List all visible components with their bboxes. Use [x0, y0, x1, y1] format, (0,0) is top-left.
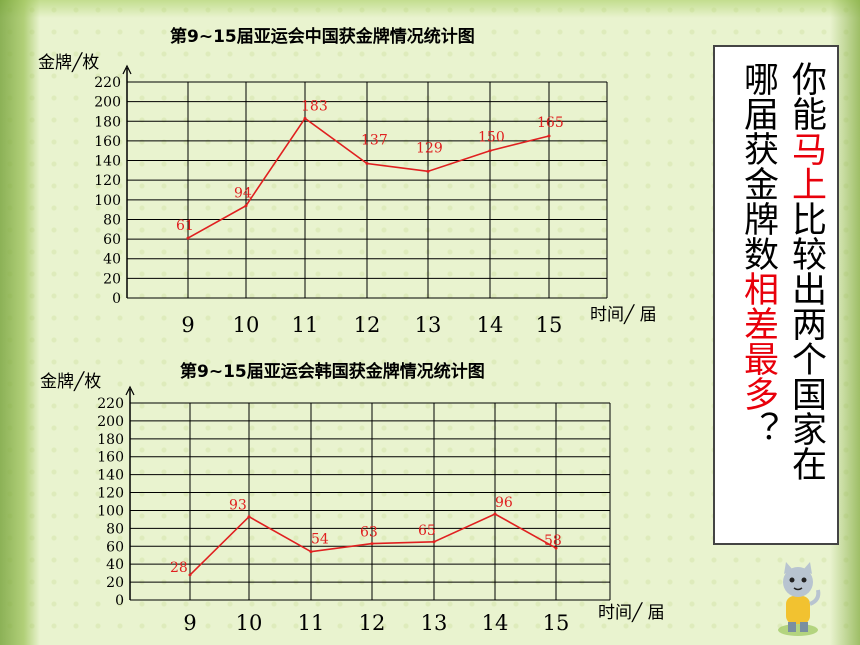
china-data-point — [488, 149, 492, 153]
china-y-axis-label: 金牌╱枚 — [38, 52, 99, 73]
korea-data-label: 65 — [418, 523, 436, 539]
korea-x-tick-label: 15 — [543, 611, 570, 635]
question-text-2a: 哪届获金牌数 — [738, 61, 778, 271]
china-data-label: 137 — [361, 132, 388, 148]
korea-y-tick-label: 80 — [106, 521, 124, 537]
question-text-1a: 你能 — [786, 61, 826, 131]
china-x-tick-label: 15 — [536, 313, 563, 337]
korea-data-label: 58 — [544, 533, 562, 549]
china-y-tick-label: 40 — [103, 252, 121, 268]
china-x-tick-label: 11 — [292, 313, 319, 337]
korea-data-label: 54 — [311, 532, 329, 548]
china-data-label: 183 — [301, 98, 328, 114]
korea-y-tick-label: 60 — [106, 539, 124, 555]
korea-y-tick-label: 160 — [97, 450, 124, 466]
china-data-point — [244, 204, 248, 208]
korea-y-tick-label: 20 — [106, 575, 124, 591]
china-x-tick-label: 9 — [181, 313, 194, 337]
china-data-point — [365, 161, 369, 165]
korea-data-label: 63 — [360, 525, 378, 541]
china-data-point — [186, 236, 190, 240]
china-y-tick-label: 180 — [94, 114, 121, 130]
korea-y-axis-arrow — [125, 385, 135, 396]
china-chart-title: 第9~15届亚运会中国获金牌情况统计图 — [170, 26, 475, 47]
cat-mascot-image — [778, 562, 821, 636]
china-x-axis-label: 时间╱ 届 — [590, 304, 657, 325]
china-y-tick-label: 0 — [112, 291, 121, 307]
china-data-label: 165 — [537, 115, 564, 131]
china-x-tick-label: 13 — [415, 313, 442, 337]
china-chart: 第9~15届亚运会中国获金牌情况统计图 金牌╱枚 时间╱ 届 0 20 40 60 80… — [38, 26, 657, 337]
korea-data-point — [188, 573, 192, 577]
korea-x-tick-label: 12 — [359, 611, 386, 635]
korea-y-tick-label: 0 — [115, 593, 124, 609]
korea-x-axis-label: 时间╱ 届 — [598, 602, 665, 623]
korea-data-label: 96 — [495, 495, 513, 511]
china-y-tick-label: 220 — [94, 75, 121, 91]
china-data-label: 61 — [176, 218, 194, 234]
korea-y-tick-label: 100 — [97, 503, 124, 519]
china-y-tick-label: 100 — [94, 193, 121, 209]
china-x-tick-label: 10 — [233, 313, 260, 337]
korea-data-point — [493, 512, 497, 516]
korea-data-point — [432, 540, 436, 544]
china-data-point — [547, 134, 551, 138]
china-y-tick-label: 120 — [94, 173, 121, 189]
korea-x-tick-label: 14 — [482, 611, 509, 635]
korea-data-point — [370, 542, 374, 546]
korea-chart-title: 第9~15届亚运会韩国获金牌情况统计图 — [180, 361, 485, 382]
question-column-2: 哪届获金牌数相差最多？ — [733, 61, 781, 446]
korea-y-tick-label: 120 — [97, 486, 124, 502]
korea-data-label: 93 — [229, 498, 247, 514]
leaf-border-left — [0, 0, 40, 645]
china-data-label: 150 — [478, 130, 505, 146]
question-column-1: 你能马上比较出两个国家在 — [781, 61, 829, 481]
china-y-tick-label: 80 — [103, 212, 121, 228]
leaf-border-top — [0, 0, 860, 18]
china-x-tick-label: 12 — [354, 313, 381, 337]
korea-x-tick-label: 10 — [236, 611, 263, 635]
korea-y-tick-label: 40 — [106, 557, 124, 573]
question-text-2c: ？ — [738, 411, 778, 446]
korea-y-tick-label: 140 — [97, 468, 124, 484]
korea-y-tick-label: 200 — [97, 414, 124, 430]
korea-y-tick-label: 220 — [97, 396, 124, 412]
china-y-axis-arrow — [122, 64, 132, 75]
china-y-tick-label: 60 — [103, 232, 121, 248]
china-data-point — [426, 169, 430, 173]
korea-y-tick-label: 180 — [97, 432, 124, 448]
korea-chart: 第9~15届亚运会韩国获金牌情况统计图 金牌╱枚 时间╱ 届 0 20 40 60 80… — [40, 361, 665, 635]
china-y-tick-label: 160 — [94, 134, 121, 150]
question-box: 你能马上比较出两个国家在 哪届获金牌数相差最多？ — [713, 45, 839, 545]
china-x-tick-label: 14 — [477, 313, 504, 337]
korea-x-tick-label: 13 — [421, 611, 448, 635]
china-y-tick-label: 20 — [103, 271, 121, 287]
korea-x-tick-label: 11 — [298, 611, 325, 635]
korea-data-point — [309, 550, 313, 554]
question-text-1c: 比较出两个国家在 — [786, 201, 826, 481]
china-y-tick-label: 200 — [94, 95, 121, 111]
china-data-label: 129 — [416, 140, 443, 156]
china-data-point — [303, 116, 307, 120]
korea-data-point — [554, 546, 558, 550]
question-text-1b: 马上 — [786, 131, 826, 201]
china-y-tick-label: 140 — [94, 154, 121, 170]
china-data-label: 94 — [234, 186, 252, 202]
korea-data-point — [247, 515, 251, 519]
question-text-2b: 相差最多 — [738, 271, 778, 411]
korea-data-label: 28 — [170, 560, 188, 576]
korea-y-axis-label: 金牌╱枚 — [40, 371, 101, 392]
korea-x-tick-label: 9 — [183, 611, 196, 635]
